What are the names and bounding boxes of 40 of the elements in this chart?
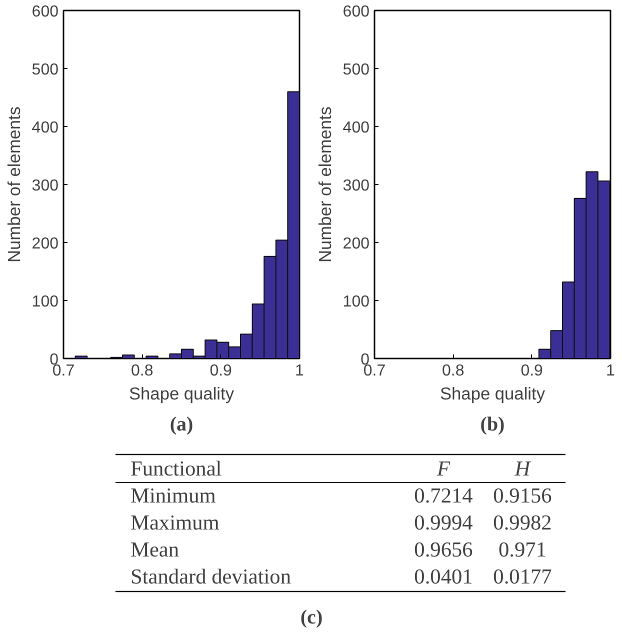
y-axis-title: Number of elements (314, 106, 335, 263)
category-label: Functional (130, 456, 222, 480)
text: (c) (300, 606, 323, 628)
y-tick-label: 200 (342, 236, 370, 252)
category-label: Maximum (130, 510, 220, 534)
text: 0.9994 (414, 510, 473, 534)
y-tick-label: 600 (342, 4, 370, 20)
category-label: Mean (130, 538, 180, 562)
category-label: Minimum (130, 484, 216, 508)
x-tick-label: 0.9 (520, 362, 544, 380)
x-tick-label: 1 (295, 362, 304, 380)
x-tick-label: 0.9 (210, 362, 232, 380)
text: 0.971 (498, 538, 547, 562)
text: 0.9156 (493, 484, 552, 508)
y-tick-label: 600 (32, 4, 59, 20)
y-tick-label: 300 (342, 178, 370, 194)
text: 0.9982 (493, 510, 552, 534)
text: 0.0401 (414, 564, 473, 588)
y-tick-label: 500 (342, 62, 370, 78)
text: 0.7214 (414, 484, 473, 508)
y-tick-label: 100 (342, 294, 370, 310)
category-label: H (514, 456, 532, 480)
category-label: F (436, 456, 451, 480)
x-tick-label: 0.8 (131, 362, 154, 380)
text: 0.9656 (414, 538, 473, 562)
x-axis-title: Shape quality (128, 384, 234, 404)
y-tick-label: 500 (32, 62, 59, 78)
y-tick-label: 400 (32, 120, 59, 136)
category-label: Standard deviation (130, 564, 292, 588)
x-axis-title: Shape quality (440, 384, 546, 404)
text: (b) (480, 414, 505, 436)
text: 0.0177 (493, 564, 552, 588)
text: (a) (170, 414, 194, 436)
y-axis-title: Number of elements (4, 106, 24, 263)
y-tick-label: 400 (342, 120, 370, 136)
x-tick-label: 1 (606, 362, 616, 380)
x-tick-label: 0.8 (442, 362, 464, 380)
y-tick-label: 200 (32, 236, 59, 252)
y-tick-label: 300 (32, 178, 59, 194)
y-tick-label: 100 (32, 294, 59, 310)
